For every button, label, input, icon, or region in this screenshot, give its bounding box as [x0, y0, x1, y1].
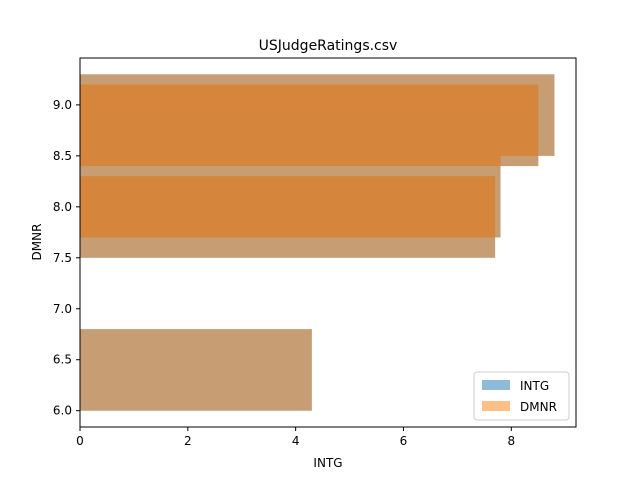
y-axis-ticks: 6.0 6.5 7.0 7.5 8.0 8.5 9.0: [53, 98, 80, 418]
bar-dmnr-4: [80, 74, 555, 156]
x-axis-ticks: 0 2 4 6 8: [76, 427, 515, 448]
legend-label-intg: INTG: [520, 379, 549, 393]
legend-label-dmnr: DMNR: [520, 400, 557, 414]
y-tick-label: 7.5: [53, 251, 72, 265]
legend-swatch-intg: [482, 380, 510, 390]
y-tick-label: 7.0: [53, 302, 72, 316]
x-axis-label: INTG: [313, 456, 342, 470]
bar-dmnr-0: [80, 329, 312, 411]
x-tick-label: 6: [400, 434, 408, 448]
x-tick-label: 2: [184, 434, 192, 448]
legend: INTG DMNR: [473, 371, 570, 421]
x-tick-label: 8: [507, 434, 515, 448]
y-tick-label: 9.0: [53, 98, 72, 112]
bar-dmnr-2: [80, 155, 501, 238]
x-tick-label: 4: [292, 434, 300, 448]
legend-swatch-dmnr: [482, 401, 510, 411]
plot-frame: [79, 57, 577, 428]
bars-layer: [80, 74, 555, 411]
y-axis-label: DMNR: [30, 224, 44, 261]
y-tick-label: 8.0: [53, 200, 72, 214]
series-dmnr: [80, 74, 555, 411]
y-tick-label: 8.5: [53, 149, 72, 163]
y-tick-label: 6.0: [53, 404, 72, 418]
y-tick-label: 6.5: [53, 353, 72, 367]
x-tick-label: 0: [76, 434, 84, 448]
chart-title: USJudgeRatings.csv: [259, 38, 398, 54]
